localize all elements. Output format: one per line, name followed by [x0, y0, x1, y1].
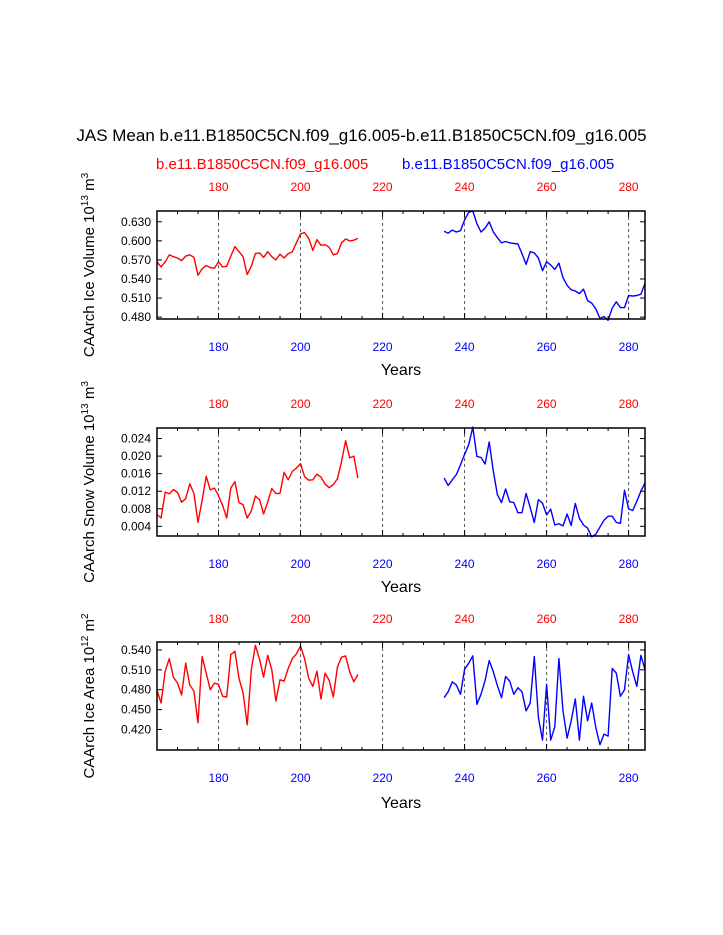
bottom-x-tick-label: 280	[619, 557, 639, 571]
panel-3: 0.420 0.450 0.480 0.510 0.540 180 200 220 240 260…	[80, 612, 646, 812]
plot-frame	[156, 210, 646, 320]
bottom-x-tick-label: 180	[208, 557, 228, 571]
y-tick-label: 0.630	[121, 215, 151, 229]
bottom-x-tick-label: 220	[373, 340, 393, 354]
y-tick-label: 0.510	[121, 663, 151, 677]
case-label-blue: b.e11.B1850C5CN.f09_g16.005	[402, 156, 615, 173]
top-x-tick-label: 200	[291, 180, 311, 194]
series-line-red	[156, 231, 359, 276]
y-tick-label: 0.510	[121, 291, 151, 305]
bottom-x-tick-label: 240	[455, 771, 475, 785]
y-tick-label: 0.016	[121, 467, 151, 481]
bottom-x-tick-label: 280	[619, 771, 639, 785]
top-x-tick-label: 180	[208, 180, 228, 194]
y-axis-title-text: CAArch Ice Volume 10	[81, 206, 98, 357]
y-axis-title: CAArch Snow Volume 1013 m3	[80, 381, 98, 583]
y-tick-label: 0.540	[121, 643, 151, 657]
top-x-tick-label: 260	[537, 180, 557, 194]
y-axis-title-text: CAArch Snow Volume 10	[81, 414, 98, 582]
y-tick-label: 0.008	[121, 502, 151, 516]
x-axis-title: Years	[381, 579, 421, 596]
y-axis-title-text: m	[81, 619, 98, 636]
bottom-x-tick-label: 260	[537, 771, 557, 785]
y-tick-label: 0.570	[121, 253, 151, 267]
y-axis-title-text: CAArch Ice Area 10	[81, 647, 98, 779]
top-x-tick-label: 260	[537, 397, 557, 411]
top-x-tick-label: 220	[373, 180, 393, 194]
y-axis-title-exponent: 13	[80, 195, 91, 207]
series-line-blue	[443, 426, 646, 538]
top-x-tick-label: 180	[208, 397, 228, 411]
y-tick-label: 0.480	[121, 310, 151, 324]
bottom-x-tick-label: 260	[537, 340, 557, 354]
bottom-x-tick-label: 220	[373, 771, 393, 785]
bottom-x-tick-label: 200	[291, 340, 311, 354]
y-tick-label: 0.012	[121, 484, 151, 498]
top-x-tick-label: 240	[455, 397, 475, 411]
y-tick-label: 0.420	[121, 722, 151, 736]
y-axis-title-exponent: 3	[80, 172, 91, 178]
y-axis-title-exponent: 12	[80, 635, 91, 647]
top-x-tick-label: 180	[208, 612, 228, 626]
y-tick-label: 0.450	[121, 703, 151, 717]
y-axis-title-exponent: 13	[80, 403, 91, 415]
series-line-blue	[443, 210, 646, 321]
panel-2: 0.004 0.008 0.012 0.016 0.020 0.024 180 200 220 2…	[80, 381, 646, 596]
y-tick-label: 0.600	[121, 234, 151, 248]
top-x-tick-label: 280	[619, 397, 639, 411]
y-axis-title: CAArch Ice Area 1012 m2	[80, 613, 98, 779]
bottom-x-tick-label: 220	[373, 557, 393, 571]
top-x-tick-label: 240	[455, 612, 475, 626]
y-tick-label: 0.540	[121, 272, 151, 286]
top-x-tick-label: 260	[537, 612, 557, 626]
top-x-tick-label: 200	[291, 397, 311, 411]
bottom-x-tick-label: 200	[291, 771, 311, 785]
y-axis-title-text: m	[81, 178, 98, 195]
y-tick-label: 0.024	[121, 432, 151, 446]
bottom-x-tick-label: 240	[455, 557, 475, 571]
series-line-blue	[443, 653, 646, 746]
y-tick-label: 0.004	[121, 519, 151, 533]
bottom-x-tick-label: 180	[208, 340, 228, 354]
y-axis-title: CAArch Ice Volume 1013 m3	[80, 172, 98, 357]
x-axis-title: Years	[381, 795, 421, 812]
bottom-x-tick-label: 280	[619, 340, 639, 354]
series-line-red	[156, 644, 359, 726]
y-tick-label: 0.480	[121, 683, 151, 697]
chart-title: JAS Mean b.e11.B1850C5CN.f09_g16.005-b.e…	[76, 126, 647, 145]
bottom-x-tick-label: 180	[208, 771, 228, 785]
bottom-x-tick-label: 260	[537, 557, 557, 571]
top-x-tick-label: 280	[619, 612, 639, 626]
y-axis-title-exponent: 3	[80, 381, 91, 387]
series-line-red	[156, 440, 359, 524]
y-axis-title-exponent: 2	[80, 613, 91, 619]
top-x-tick-label: 280	[619, 180, 639, 194]
plot-frame	[156, 427, 646, 537]
top-x-tick-label: 240	[455, 180, 475, 194]
top-x-tick-label: 220	[373, 397, 393, 411]
bottom-x-tick-label: 200	[291, 557, 311, 571]
y-tick-label: 0.020	[121, 449, 151, 463]
plot-frame	[156, 641, 646, 751]
y-axis-title-text: m	[81, 387, 98, 404]
case-label-red: b.e11.B1850C5CN.f09_g16.005	[156, 156, 369, 173]
top-x-tick-label: 200	[291, 612, 311, 626]
panel-1: 0.480 0.510 0.540 0.570 0.600 0.630 180 200 220 2…	[80, 172, 646, 379]
x-axis-title: Years	[381, 362, 421, 379]
top-x-tick-label: 220	[373, 612, 393, 626]
bottom-x-tick-label: 240	[455, 340, 475, 354]
